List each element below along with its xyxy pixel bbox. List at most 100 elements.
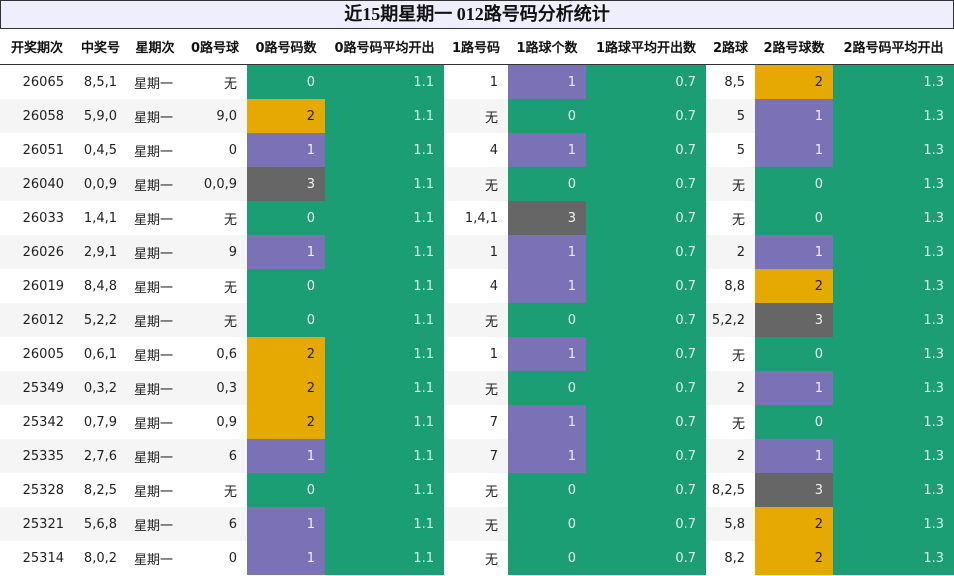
table-cell: 1 bbox=[755, 235, 833, 269]
table-row: 26065 8,5,1 星期一无 0 1.1 1 1 0.7 8,5 2 1.3 bbox=[0, 64, 954, 99]
table-cell: 1 bbox=[247, 235, 325, 269]
table-cell: 8,2,5 bbox=[711, 482, 745, 498]
table-cell: 0 bbox=[755, 167, 833, 201]
table-cell: 1 bbox=[755, 99, 833, 133]
table-row: 26033 1,4,1 星期一无 0 1.1 1,4,1 3 0.7 无 0 1.3 bbox=[0, 201, 954, 235]
table-cell: 0 bbox=[508, 371, 586, 405]
table-cell: 0,3,2 bbox=[74, 371, 127, 405]
table-cell: 0 bbox=[228, 550, 237, 566]
table-cell: 4 bbox=[489, 278, 498, 294]
table-cell: 1.1 bbox=[325, 201, 444, 235]
table-cell: 1 bbox=[755, 133, 833, 167]
table-cell: 1.3 bbox=[833, 99, 954, 133]
header-cell: 开奖期次 bbox=[0, 29, 74, 65]
table-cell: 25342 bbox=[22, 414, 64, 430]
table-cell: 8,2,5 bbox=[83, 482, 117, 498]
table-cell: 2 bbox=[755, 64, 833, 99]
table-cell: 星期一 bbox=[127, 371, 183, 405]
table-cell: 无 bbox=[484, 484, 498, 500]
table-cell: 5 bbox=[736, 142, 745, 158]
table-cell: 25321 bbox=[0, 507, 74, 541]
table-cell: 星期一 bbox=[127, 235, 183, 269]
table-cell: 1.3 bbox=[833, 303, 954, 337]
table-cell: 0,7,9 bbox=[83, 414, 117, 430]
table-cell: 5,9,0 bbox=[74, 99, 127, 133]
table-cell: 5,2,2 bbox=[706, 303, 755, 337]
table-cell: 无 bbox=[223, 280, 237, 296]
table-cell: 2,7,6 bbox=[74, 439, 127, 473]
table-cell: 1.1 bbox=[325, 439, 444, 473]
table-cell: 0 bbox=[247, 64, 325, 99]
table-cell: 5,8 bbox=[706, 507, 755, 541]
table-cell: 1.3 bbox=[833, 439, 954, 473]
table-cell: 0 bbox=[508, 507, 586, 541]
table-cell: 星期一 bbox=[133, 144, 173, 160]
table-cell: 0 bbox=[508, 167, 586, 201]
table-cell: 1.1 bbox=[325, 133, 444, 167]
table-cell: 1 bbox=[444, 235, 508, 269]
header-cell: 中奖号 bbox=[74, 29, 127, 65]
table-cell: 无 bbox=[731, 212, 745, 228]
table-cell: 1 bbox=[508, 405, 586, 439]
table-cell: 0.7 bbox=[586, 507, 706, 541]
table-cell: 26065 bbox=[22, 74, 64, 90]
table-cell: 2 bbox=[247, 371, 325, 405]
table-row: 26026 2,9,1 星期一 9 1 1.1 1 1 0.7 2 1 1.3 bbox=[0, 235, 954, 269]
table-row: 26058 5,9,0 星期一 9,0 2 1.1 无 0 0.7 5 1 1.3 bbox=[0, 99, 954, 133]
table-cell: 0.7 bbox=[586, 64, 706, 99]
table-row: 25321 5,6,8 星期一 6 1 1.1 无 0 0.7 5,8 2 1.3 bbox=[0, 507, 954, 541]
table-cell: 26051 bbox=[22, 142, 64, 158]
table-cell: 25349 bbox=[0, 371, 74, 405]
table-cell: 9 bbox=[183, 235, 247, 269]
table-cell: 1 bbox=[508, 439, 586, 473]
table-cell: 无 bbox=[484, 552, 498, 568]
header-cell: 1路号码 bbox=[444, 29, 508, 65]
table-cell: 0 bbox=[755, 337, 833, 371]
table-cell: 1.3 bbox=[833, 473, 954, 507]
table-cell: 1 bbox=[489, 74, 498, 90]
table-cell: 0.7 bbox=[586, 235, 706, 269]
table-cell: 26019 bbox=[22, 278, 64, 294]
table-cell: 1.1 bbox=[325, 167, 444, 201]
table-cell: 1 bbox=[508, 235, 586, 269]
table-cell: 1.1 bbox=[325, 303, 444, 337]
table-cell: 3 bbox=[508, 201, 586, 235]
table-cell: 0.7 bbox=[586, 473, 706, 507]
table-cell: 1,4,1 bbox=[83, 210, 117, 226]
table-cell: 0.7 bbox=[586, 405, 706, 439]
table-cell: 8,5,1 bbox=[83, 74, 117, 90]
table-cell: 1 bbox=[508, 133, 586, 167]
header-cell: 0路号码平均开出 bbox=[325, 29, 444, 65]
table-cell: 1.1 bbox=[325, 405, 444, 439]
table-cell: 0 bbox=[755, 405, 833, 439]
table-cell: 1.1 bbox=[325, 235, 444, 269]
header-cell: 星期次 bbox=[127, 29, 183, 65]
table-cell: 1.3 bbox=[833, 235, 954, 269]
table-cell: 1.1 bbox=[325, 337, 444, 371]
table-cell: 1 bbox=[489, 346, 498, 362]
table-cell: 1 bbox=[508, 337, 586, 371]
table-cell: 0.7 bbox=[586, 99, 706, 133]
header-cell: 2路球 bbox=[706, 29, 755, 65]
table-row: 25342 0,7,9 星期一 0,9 2 1.1 7 1 0.7 无 0 1.3 bbox=[0, 405, 954, 439]
table-cell: 0,3 bbox=[183, 371, 247, 405]
table-cell: 1.1 bbox=[325, 473, 444, 507]
table-cell: 星期一 bbox=[133, 280, 173, 296]
table-cell: 2,9,1 bbox=[74, 235, 127, 269]
table-cell: 0 bbox=[755, 201, 833, 235]
table-cell: 0 bbox=[508, 99, 586, 133]
table-cell: 3 bbox=[247, 167, 325, 201]
table-cell: 0,6,1 bbox=[83, 346, 117, 362]
table-cell: 0 bbox=[247, 303, 325, 337]
table-cell: 2 bbox=[706, 235, 755, 269]
table-cell: 8,5 bbox=[724, 74, 745, 90]
table-cell: 2 bbox=[247, 405, 325, 439]
table-cell: 5,6,8 bbox=[74, 507, 127, 541]
table-cell: 1 bbox=[247, 507, 325, 541]
table-cell: 1 bbox=[755, 371, 833, 405]
table-cell: 1.1 bbox=[325, 269, 444, 303]
table-cell: 2 bbox=[706, 439, 755, 473]
table-cell: 25335 bbox=[0, 439, 74, 473]
table-cell: 1.1 bbox=[325, 371, 444, 405]
table-cell: 1.3 bbox=[833, 507, 954, 541]
